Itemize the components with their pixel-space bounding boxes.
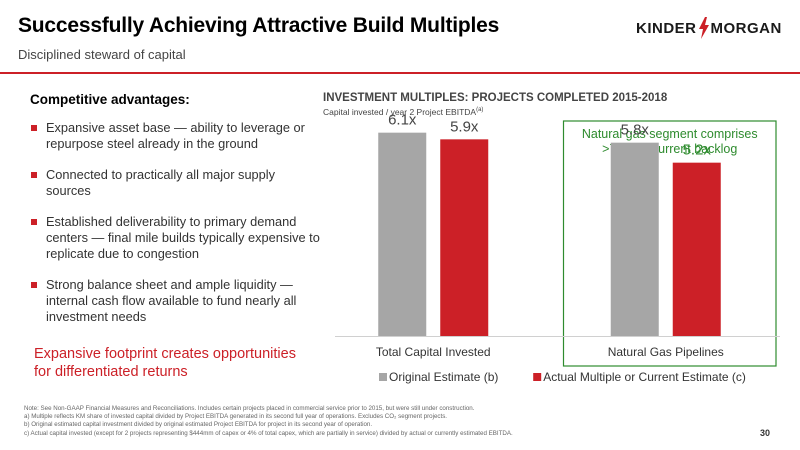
list-item: Connected to practically all major suppl… bbox=[30, 167, 320, 199]
category-label: Natural Gas Pipelines bbox=[608, 345, 724, 359]
investment-multiples-chart: Natural gas segment comprises >75% of cur… bbox=[335, 112, 780, 384]
bar bbox=[610, 142, 659, 336]
bar bbox=[440, 139, 489, 336]
list-item: Strong balance sheet and ample liquidity… bbox=[30, 277, 320, 325]
footnote-a: a) Multiple reflects KM share of investe… bbox=[24, 413, 448, 421]
footnote-b: b) Original estimated capital investment… bbox=[24, 421, 373, 429]
legend-label: Actual Multiple or Current Estimate (c) bbox=[543, 370, 746, 384]
page-subtitle: Disciplined steward of capital bbox=[18, 47, 186, 62]
page-number: 30 bbox=[760, 428, 771, 438]
footnote-note: Note: See Non-GAAP Financial Measures an… bbox=[24, 405, 475, 412]
bar bbox=[378, 132, 427, 336]
lightning-bolt-icon bbox=[698, 17, 709, 39]
data-label: 5.2x bbox=[683, 142, 712, 159]
category-label: Total Capital Invested bbox=[376, 345, 491, 359]
list-item: Established deliverability to primary de… bbox=[30, 214, 320, 262]
chart-subtitle: Capital invested / year 2 Project EBITDA… bbox=[323, 107, 484, 117]
tagline: Expansive footprint creates opportunitie… bbox=[34, 346, 296, 380]
legend-swatch bbox=[533, 373, 542, 381]
bar bbox=[672, 162, 721, 336]
data-label: 6.1x bbox=[388, 112, 417, 129]
highlight-note: Natural gas segment comprises >75% of cur… bbox=[582, 127, 758, 156]
advantages-heading: Competitive advantages: bbox=[30, 92, 190, 107]
page-title: Successfully Achieving Attractive Build … bbox=[18, 14, 500, 37]
logo-text-right: MORGAN bbox=[710, 19, 782, 37]
kinder-morgan-logo: KINDER MORGAN bbox=[636, 16, 786, 40]
footnote-c: c) Actual capital invested (except for 2… bbox=[24, 429, 513, 437]
data-label: 5.8x bbox=[621, 122, 650, 139]
footnotes: Note: See Non-GAAP Financial Measures an… bbox=[24, 405, 764, 438]
logo-text-left: KINDER bbox=[636, 19, 697, 37]
legend-label: Original Estimate (b) bbox=[389, 370, 498, 384]
highlight-box bbox=[562, 120, 777, 367]
data-label: 5.9x bbox=[450, 118, 479, 135]
advantages-list: Expansive asset base — ability to levera… bbox=[30, 120, 320, 340]
header-divider bbox=[0, 72, 800, 74]
chart-title: INVESTMENT MULTIPLES: PROJECTS COMPLETED… bbox=[323, 92, 668, 104]
list-item: Expansive asset base — ability to levera… bbox=[30, 120, 320, 152]
legend-swatch bbox=[379, 373, 387, 381]
